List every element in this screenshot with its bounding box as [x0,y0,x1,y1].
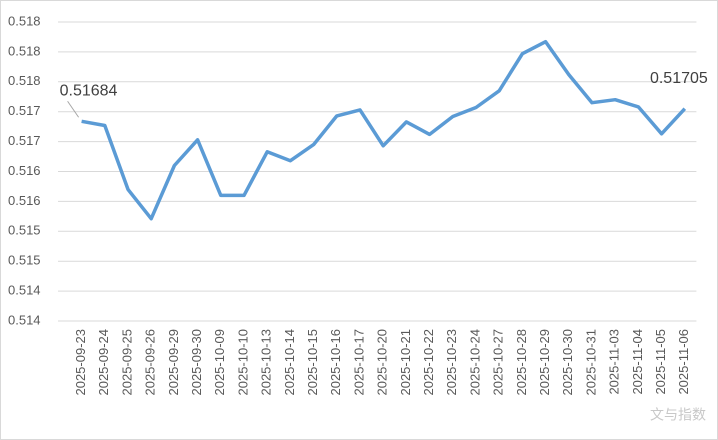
y-tick-label: 0.516 [8,193,41,208]
y-tick-label: 0.517 [8,133,41,148]
y-tick-label: 0.516 [8,163,41,178]
x-tick-label: 2025-10-21 [398,329,413,396]
x-tick-label: 2025-10-23 [444,329,459,396]
x-tick-label: 2025-10-16 [328,329,343,396]
x-tick-label: 2025-10-09 [212,329,227,396]
y-tick-label: 0.514 [8,283,41,298]
x-tick-label: 2025-11-05 [653,329,668,395]
y-tick-label: 0.515 [8,253,41,268]
x-tick-label: 2025-10-13 [259,329,274,396]
data-line [81,39,687,221]
x-tick-label: 2025-11-04 [630,329,645,395]
x-tick-label: 2025-09-24 [96,329,111,396]
label-leader [67,100,80,118]
x-tick-label: 2025-10-27 [491,329,506,396]
x-tick-label: 2025-10-29 [537,329,552,396]
x-tick-label: 2025-09-26 [143,329,158,396]
x-tick-label: 2025-09-29 [166,329,181,396]
y-tick-label: 0.518 [8,43,41,58]
y-tick-label: 0.518 [8,13,41,28]
x-tick-label: 2025-10-10 [235,329,250,396]
x-tick-label: 2025-09-30 [189,329,204,396]
x-tick-label: 2025-09-25 [119,329,134,396]
x-tick-label: 2025-11-03 [607,329,622,395]
x-tick-label: 2025-10-17 [351,329,366,396]
y-tick-label: 0.514 [8,312,41,327]
x-tick-label: 2025-10-22 [421,329,436,396]
y-tick-label: 0.517 [8,103,41,118]
x-tick-label: 2025-10-31 [583,329,598,396]
data-label: 0.51705 [650,70,708,87]
x-tick-label: 2025-10-14 [282,329,297,396]
x-tick-label: 2025-09-23 [73,329,88,396]
y-tick-label: 0.515 [8,223,41,238]
watermark: 文与指数 [650,407,706,423]
x-tick-label: 2025-10-30 [560,329,575,396]
x-tick-label: 2025-11-06 [676,329,691,395]
y-tick-label: 0.518 [8,73,41,88]
x-tick-label: 2025-10-15 [305,329,320,396]
data-label: 0.51684 [60,82,118,99]
x-tick-label: 2025-10-28 [514,329,529,396]
x-tick-label: 2025-10-20 [375,329,390,396]
x-tick-label: 2025-10-24 [467,329,482,396]
